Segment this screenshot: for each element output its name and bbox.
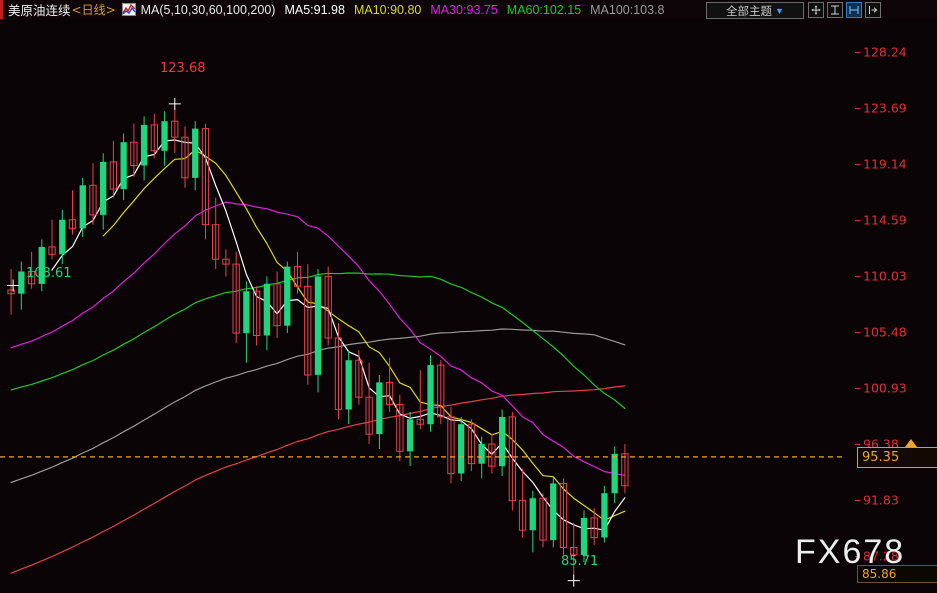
axis-tick-mark <box>855 51 860 53</box>
axis-tick-label: 105.48 <box>863 324 907 340</box>
ma200-line <box>10 385 626 574</box>
low-annotation: 85.71 <box>561 554 599 569</box>
theme-dropdown-label: 全部主题 <box>726 3 773 18</box>
ma30-line <box>10 201 626 476</box>
vertical-scale-icon[interactable] <box>827 2 843 18</box>
axis-tick-label: 114.59 <box>863 212 907 228</box>
price-marker-arrow <box>905 438 917 447</box>
symbol-name[interactable]: 美原油连续 <box>8 3 71 18</box>
price-chart-canvas[interactable] <box>0 19 845 593</box>
high-annotation: 123.68 <box>160 61 206 76</box>
expand-right-icon[interactable] <box>865 2 881 18</box>
current-price-value: 95.35 <box>862 449 900 465</box>
axis-tick-mark <box>855 500 860 502</box>
axis-tick-mark <box>855 556 860 558</box>
ma-formula-label: MA(5,10,30,60,100,200) <box>140 2 276 17</box>
axis-tick-label: 123.69 <box>863 100 907 116</box>
ma10-line <box>102 149 626 521</box>
axis-tick-mark <box>855 219 860 221</box>
current-price-box[interactable]: 95.35 <box>857 446 937 468</box>
ma30-value: MA30:93.75 <box>430 2 498 17</box>
axis-tick-label: 87.28 <box>863 548 899 564</box>
header-accent-bar <box>0 0 3 19</box>
axis-tick-mark <box>855 332 860 334</box>
theme-dropdown[interactable]: 全部主题 ▼ <box>706 2 804 19</box>
move-crosshair-icon[interactable] <box>808 2 824 18</box>
ma100-value: MA100:103.8 <box>590 2 665 17</box>
ma60-value: MA60:102.15 <box>506 2 582 17</box>
ma10-value: MA10:90.80 <box>353 2 422 17</box>
axis-tick-label: 100.93 <box>863 380 907 396</box>
axis-tick-mark <box>855 276 860 278</box>
chart-background <box>0 19 845 593</box>
price-axis[interactable]: 128.24 123.69 119.14 114.59 110.03 105.48 100.… <box>845 19 937 593</box>
axis-tick-label: 110.03 <box>863 268 907 284</box>
candlestick-series <box>7 107 629 576</box>
watermark: FX678 <box>795 533 906 571</box>
period-label[interactable]: <日线> <box>71 3 116 17</box>
chevron-down-icon: ▼ <box>775 5 784 16</box>
candlestick-icon <box>121 3 136 16</box>
ma5-value: MA5:91.98 <box>284 2 345 17</box>
horizontal-scale-icon[interactable] <box>846 2 862 18</box>
axis-tick-mark <box>855 388 860 390</box>
chart-toolbar <box>808 2 881 18</box>
axis-tick-label: 128.24 <box>863 44 907 60</box>
start-annotation: 108.61 <box>26 266 72 281</box>
axis-tick-mark <box>855 107 860 109</box>
chart-svg <box>0 19 845 593</box>
axis-tick-label: 119.14 <box>863 156 907 172</box>
secondary-price-value: 85.86 <box>862 566 897 581</box>
secondary-price-box[interactable]: 85.86 <box>857 564 937 583</box>
axis-tick-label: 91.83 <box>863 492 899 508</box>
axis-tick-mark <box>855 163 860 165</box>
axis-tick-mark <box>855 444 860 446</box>
chart-header: 美原油连续 <日线> MA(5,10,30,60,100,200) MA5:91… <box>0 0 937 19</box>
extreme-markers <box>7 97 580 587</box>
